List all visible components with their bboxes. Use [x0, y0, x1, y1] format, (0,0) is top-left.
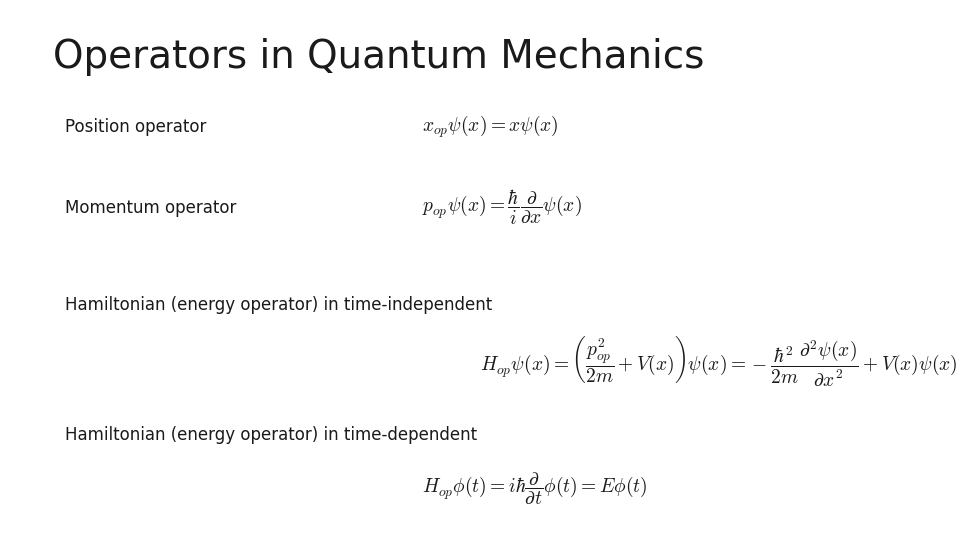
- Text: Hamiltonian (energy operator) in time-dependent: Hamiltonian (energy operator) in time-de…: [65, 426, 477, 444]
- Text: Hamiltonian (energy operator) in time-independent: Hamiltonian (energy operator) in time-in…: [65, 296, 492, 314]
- Text: $H_{op}\phi(t) = i\hbar\dfrac{\partial}{\partial t}\phi(t) = E\phi(t)$: $H_{op}\phi(t) = i\hbar\dfrac{\partial}{…: [422, 471, 648, 507]
- Text: $x_{op}\psi(x) = x\psi(x)$: $x_{op}\psi(x) = x\psi(x)$: [422, 113, 559, 140]
- Text: $H_{op}\psi(x) = \left(\dfrac{p_{op}^{2}}{2m} + V(x)\right)\psi(x) = -\dfrac{\hb: $H_{op}\psi(x) = \left(\dfrac{p_{op}^{2}…: [480, 335, 960, 389]
- Text: Momentum operator: Momentum operator: [65, 199, 237, 217]
- Text: $p_{op}\psi(x) = \dfrac{\hbar}{i}\dfrac{\partial}{\partial x}\psi(x)$: $p_{op}\psi(x) = \dfrac{\hbar}{i}\dfrac{…: [422, 188, 582, 227]
- Text: Operators in Quantum Mechanics: Operators in Quantum Mechanics: [53, 38, 705, 76]
- Text: Position operator: Position operator: [65, 118, 206, 136]
